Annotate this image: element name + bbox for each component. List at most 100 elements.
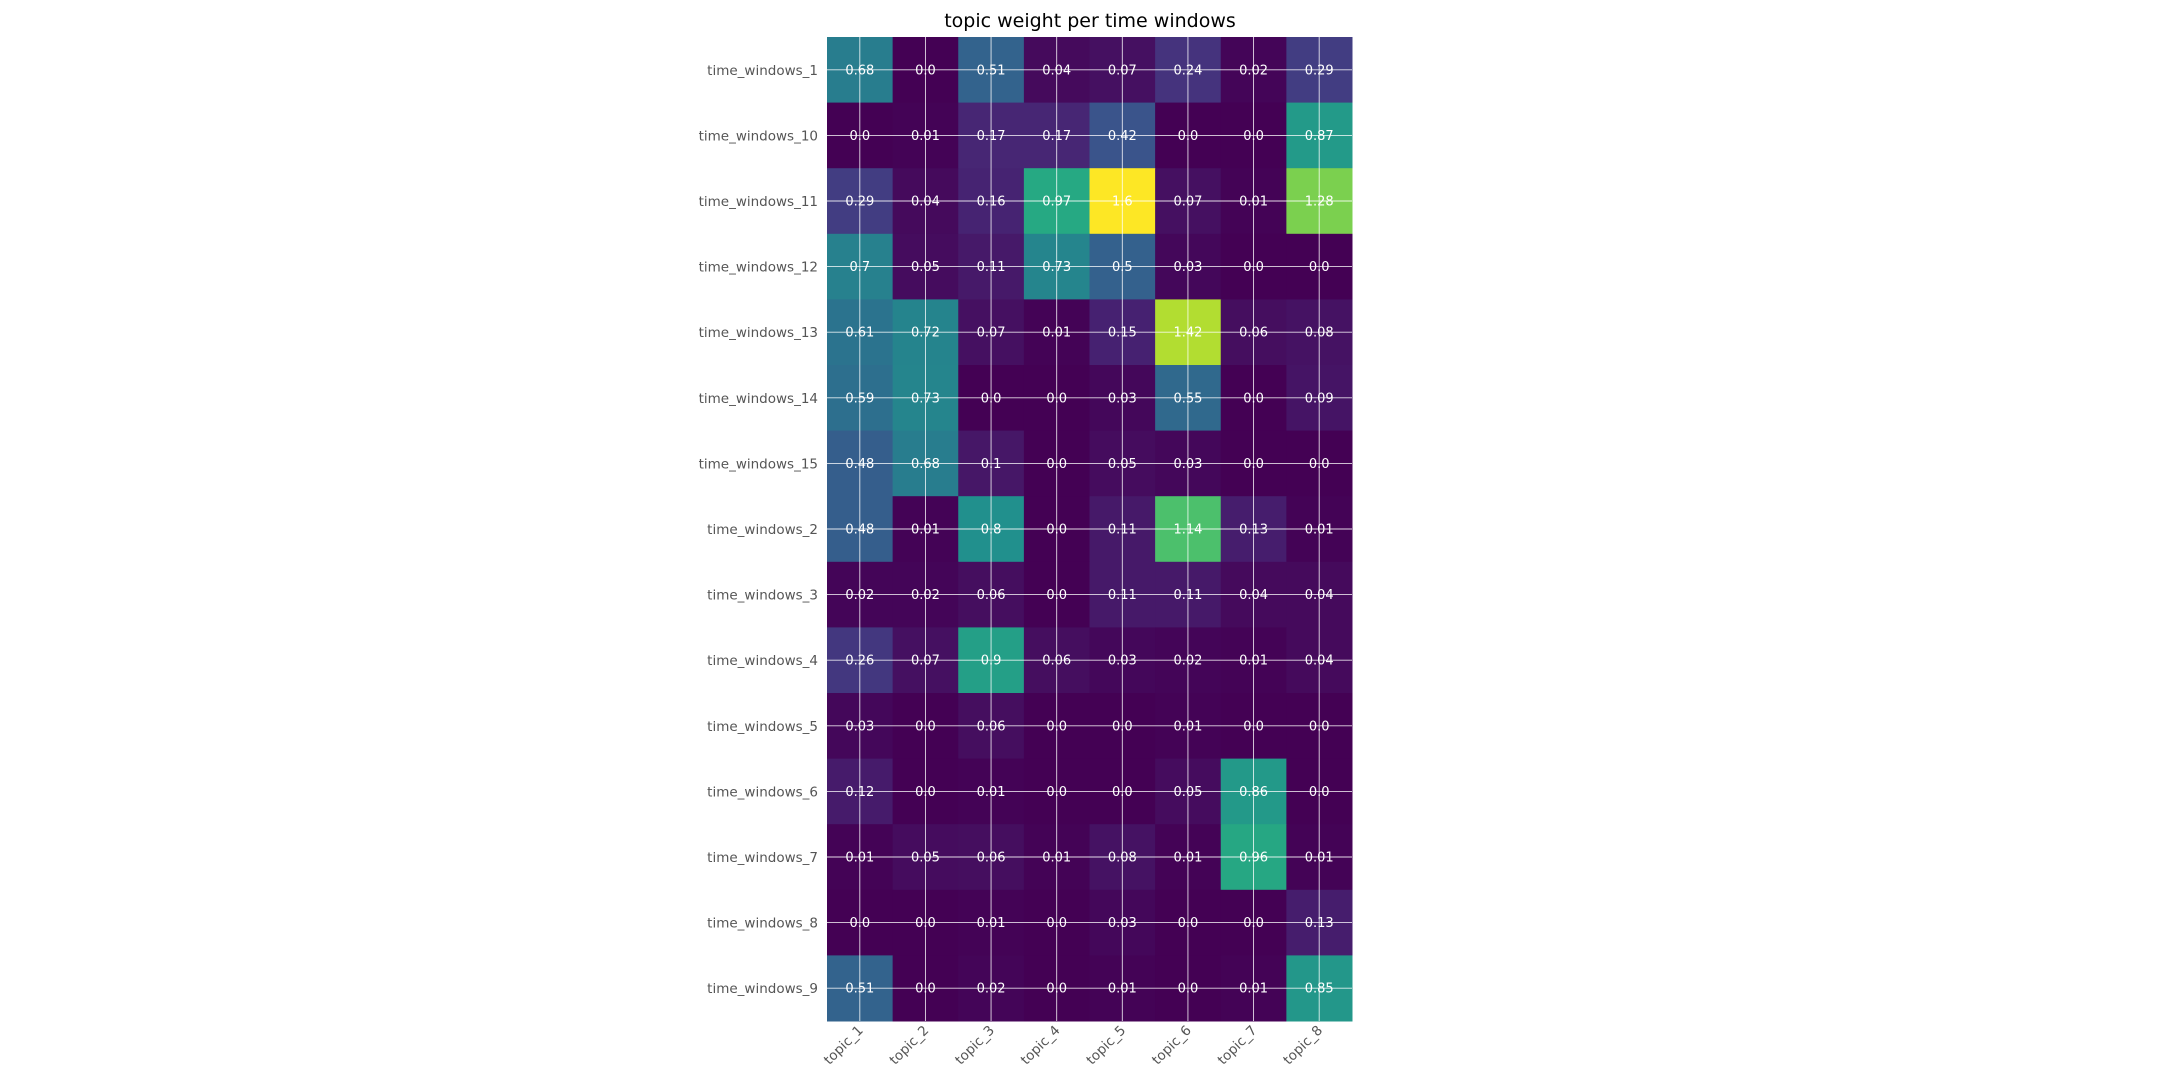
cell-value-label: 0.03 [1108, 391, 1137, 406]
cell-value-label: 0.0 [1046, 916, 1067, 931]
cell-value-label: 0.07 [977, 326, 1006, 341]
cell-value-label: 0.11 [977, 260, 1006, 275]
cell-value-label: 0.15 [1108, 326, 1137, 341]
cell-value-label: 0.01 [1305, 851, 1334, 866]
cell-value-label: 0.85 [1305, 982, 1334, 997]
y-tick-label: time_windows_14 [699, 391, 818, 407]
cell-value-label: 0.59 [845, 391, 874, 406]
cell-value-label: 0.01 [845, 851, 874, 866]
cell-value-label: 0.86 [1239, 785, 1268, 800]
cell-value-label: 0.01 [1173, 719, 1202, 734]
cell-value-label: 0.0 [1046, 457, 1067, 472]
y-tick-label: time_windows_15 [699, 456, 818, 472]
cell-value-label: 0.01 [911, 523, 940, 538]
cell-value-label: 0.0 [1046, 523, 1067, 538]
cell-value-label: 0.0 [1309, 719, 1330, 734]
y-tick-label: time_windows_6 [707, 784, 818, 800]
cell-value-label: 0.61 [845, 326, 874, 341]
cell-value-label: 0.01 [1305, 523, 1334, 538]
cell-value-label: 0.0 [1178, 129, 1199, 144]
cell-value-label: 0.17 [1042, 129, 1071, 144]
cell-value-label: 0.02 [977, 982, 1006, 997]
cell-value-label: 0.16 [977, 195, 1006, 210]
cell-value-label: 0.04 [1239, 588, 1268, 603]
cell-value-label: 0.08 [1305, 326, 1334, 341]
cell-value-label: 0.0 [1243, 916, 1264, 931]
y-tick-label: time_windows_13 [699, 325, 818, 341]
x-tick-label: topic_1 [821, 1023, 867, 1069]
cell-value-label: 0.01 [1239, 195, 1268, 210]
cell-value-label: 0.51 [977, 63, 1006, 78]
cell-value-label: 0.1 [981, 457, 1002, 472]
cell-value-label: 0.06 [977, 719, 1006, 734]
y-tick-label: time_windows_9 [707, 981, 818, 997]
cell-value-label: 0.07 [911, 654, 940, 669]
cell-value-label: 0.24 [1173, 63, 1202, 78]
cell-value-label: 0.01 [1042, 851, 1071, 866]
cell-value-label: 0.04 [1042, 63, 1071, 78]
cell-value-label: 0.0 [1046, 719, 1067, 734]
x-tick-label: topic_7 [1215, 1023, 1261, 1069]
cell-value-label: 0.96 [1239, 851, 1268, 866]
cell-value-label: 0.0 [1112, 785, 1133, 800]
x-tick-labels: topic_1 topic_2 topic_3 topic_4 topic_5 topic… [821, 1023, 1326, 1069]
cell-value-label: 0.05 [1108, 457, 1137, 472]
cell-value-label: 0.97 [1042, 195, 1071, 210]
cell-value-label: 0.04 [911, 195, 940, 210]
cell-value-label: 0.03 [1108, 916, 1137, 931]
cell-value-label: 1.14 [1173, 523, 1202, 538]
x-tick-label: topic_3 [952, 1023, 998, 1069]
chart-title: topic weight per time windows [944, 10, 1236, 32]
cell-value-label: 0.07 [1173, 195, 1202, 210]
cell-value-label: 0.0 [1243, 129, 1264, 144]
cell-value-label: 1.28 [1305, 195, 1334, 210]
cell-value-label: 0.0 [1112, 719, 1133, 734]
cell-value-label: 0.51 [845, 982, 874, 997]
x-tick-label: topic_5 [1083, 1023, 1129, 1069]
y-tick-label: time_windows_12 [699, 260, 818, 276]
y-tick-label: time_windows_5 [707, 719, 818, 735]
y-tick-label: time_windows_8 [707, 916, 818, 932]
cell-value-label: 0.0 [1046, 588, 1067, 603]
x-tick-label: topic_8 [1280, 1023, 1326, 1069]
cell-value-label: 0.04 [1305, 654, 1334, 669]
cell-value-label: 0.0 [1243, 719, 1264, 734]
cell-value-label: 0.0 [849, 916, 870, 931]
cell-value-label: 0.48 [845, 523, 874, 538]
cell-value-label: 0.0 [1243, 457, 1264, 472]
cell-value-label: 0.03 [1173, 260, 1202, 275]
cell-value-label: 0.0 [849, 129, 870, 144]
cell-value-label: 0.09 [1305, 391, 1334, 406]
cell-value-label: 0.55 [1173, 391, 1202, 406]
cell-value-label: 1.42 [1173, 326, 1202, 341]
cell-value-label: 0.02 [1239, 63, 1268, 78]
cell-value-label: 0.0 [1178, 982, 1199, 997]
cell-value-label: 0.0 [1243, 391, 1264, 406]
cell-value-label: 0.01 [1173, 851, 1202, 866]
x-tick-label: topic_4 [1018, 1023, 1064, 1069]
cell-value-label: 0.0 [1309, 785, 1330, 800]
cell-value-label: 0.05 [911, 851, 940, 866]
x-tick-label: topic_2 [887, 1023, 933, 1069]
cell-value-label: 0.0 [915, 785, 936, 800]
cell-value-label: 0.0 [1046, 982, 1067, 997]
cell-value-label: 0.87 [1305, 129, 1334, 144]
cell-value-label: 0.05 [1173, 785, 1202, 800]
cell-value-label: 0.06 [1042, 654, 1071, 669]
y-tick-label: time_windows_10 [699, 128, 818, 144]
cell-value-label: 0.13 [1305, 916, 1334, 931]
cell-value-label: 0.17 [977, 129, 1006, 144]
cell-value-label: 0.13 [1239, 523, 1268, 538]
cell-value-label: 0.01 [911, 129, 940, 144]
cell-value-label: 0.0 [1309, 260, 1330, 275]
cell-value-label: 0.0 [1243, 260, 1264, 275]
cell-value-label: 1.6 [1112, 195, 1133, 210]
cell-value-label: 0.11 [1173, 588, 1202, 603]
cell-value-label: 0.0 [915, 63, 936, 78]
cell-value-label: 0.0 [915, 916, 936, 931]
cell-value-label: 0.29 [845, 195, 874, 210]
y-tick-label: time_windows_3 [707, 588, 818, 604]
y-tick-label: time_windows_1 [707, 63, 818, 79]
gridlines [827, 37, 1352, 1021]
